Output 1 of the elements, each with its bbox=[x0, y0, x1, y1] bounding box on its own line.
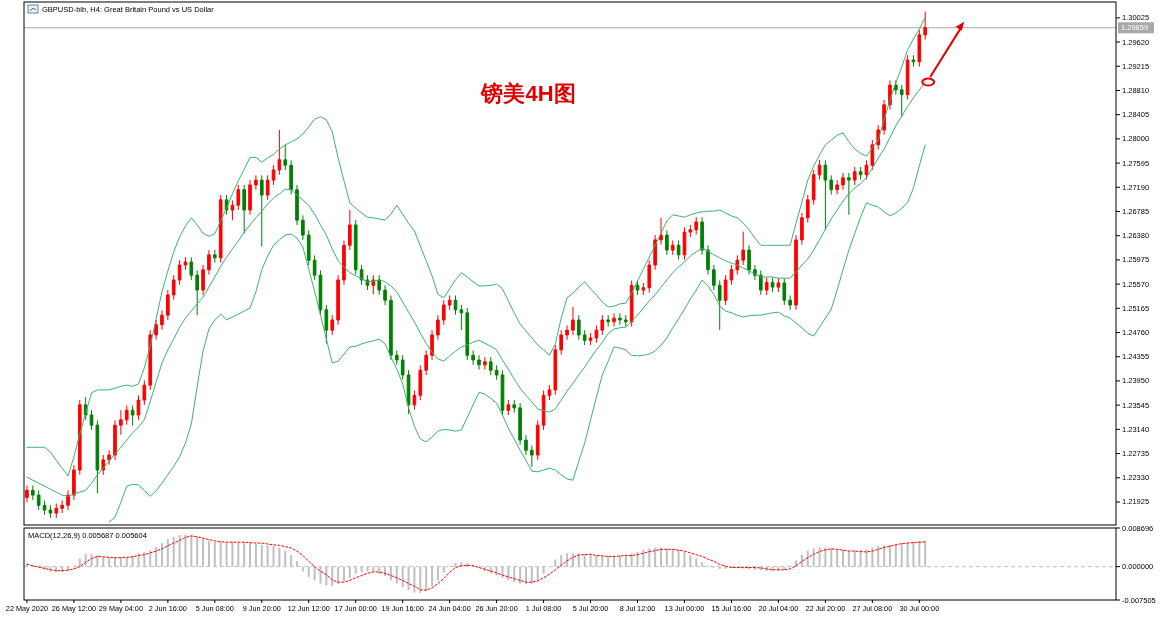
text: 镑美4H图 bbox=[480, 81, 576, 107]
